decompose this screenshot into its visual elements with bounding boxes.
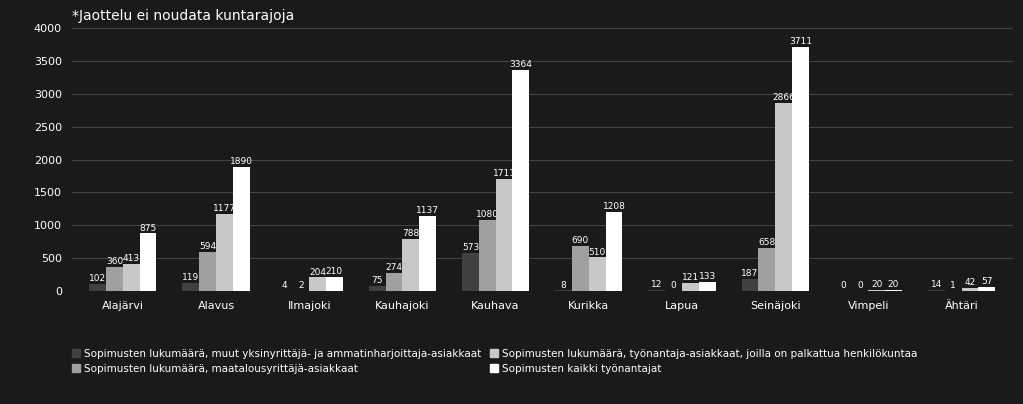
Bar — [775, 103, 792, 291]
Text: 12: 12 — [651, 280, 663, 289]
Text: 1: 1 — [950, 281, 957, 290]
Bar — [216, 214, 233, 291]
Text: 204: 204 — [309, 268, 326, 277]
Bar — [369, 286, 386, 291]
Bar — [572, 246, 589, 291]
Bar — [869, 290, 885, 291]
Text: 1890: 1890 — [230, 157, 253, 166]
Text: 788: 788 — [402, 229, 419, 238]
Bar — [402, 239, 419, 291]
Bar — [495, 179, 513, 291]
Bar — [885, 290, 902, 291]
Bar — [758, 248, 775, 291]
Bar — [649, 290, 665, 291]
Text: 0: 0 — [671, 281, 676, 290]
Text: 573: 573 — [461, 244, 479, 252]
Bar — [419, 216, 436, 291]
Text: 57: 57 — [981, 278, 992, 286]
Text: 3711: 3711 — [789, 38, 812, 46]
Text: 14: 14 — [931, 280, 942, 289]
Bar — [792, 47, 809, 291]
Bar — [589, 257, 606, 291]
Text: 133: 133 — [699, 272, 716, 281]
Bar — [928, 290, 945, 291]
Text: 274: 274 — [386, 263, 402, 272]
Bar — [233, 167, 250, 291]
Text: 875: 875 — [139, 224, 157, 233]
Text: 1080: 1080 — [476, 210, 498, 219]
Bar — [326, 277, 343, 291]
Text: 413: 413 — [123, 254, 140, 263]
Text: 1711: 1711 — [492, 169, 516, 178]
Text: 360: 360 — [105, 257, 123, 267]
Text: 187: 187 — [742, 269, 759, 278]
Text: 121: 121 — [681, 273, 699, 282]
Text: *Jaottelu ei noudata kuntarajoja: *Jaottelu ei noudata kuntarajoja — [72, 9, 294, 23]
Bar — [682, 283, 699, 291]
Text: 1137: 1137 — [416, 206, 439, 215]
Text: 20: 20 — [871, 280, 883, 289]
Bar — [978, 287, 995, 291]
Text: 4: 4 — [281, 281, 286, 290]
Text: 690: 690 — [572, 236, 589, 245]
Text: 2: 2 — [298, 281, 304, 290]
Bar — [309, 278, 326, 291]
Text: 1208: 1208 — [603, 202, 625, 211]
Text: 42: 42 — [965, 278, 976, 287]
Bar — [962, 288, 978, 291]
Text: 119: 119 — [182, 273, 199, 282]
Bar — [462, 253, 479, 291]
Text: 1177: 1177 — [213, 204, 236, 213]
Text: 594: 594 — [199, 242, 216, 251]
Text: 2866: 2866 — [772, 93, 795, 102]
Bar — [199, 252, 216, 291]
Bar — [479, 220, 495, 291]
Legend: Sopimusten lukumäärä, muut yksinyrittäjä- ja ammatinharjoittaja-asiakkaat, Sopim: Sopimusten lukumäärä, muut yksinyrittäjä… — [72, 349, 918, 374]
Text: 3364: 3364 — [509, 60, 532, 69]
Text: 658: 658 — [758, 238, 775, 247]
Text: 0: 0 — [840, 281, 846, 290]
Bar — [386, 273, 402, 291]
Bar — [123, 264, 139, 291]
Bar — [606, 212, 622, 291]
Bar — [182, 283, 199, 291]
Text: 210: 210 — [326, 267, 343, 276]
Text: 102: 102 — [89, 274, 106, 283]
Bar — [106, 267, 123, 291]
Text: 8: 8 — [561, 280, 567, 290]
Bar — [89, 284, 106, 291]
Text: 75: 75 — [371, 276, 383, 285]
Text: 510: 510 — [588, 248, 606, 257]
Bar — [555, 290, 572, 291]
Bar — [513, 70, 529, 291]
Bar — [742, 279, 758, 291]
Bar — [699, 282, 715, 291]
Text: 20: 20 — [888, 280, 899, 289]
Bar — [139, 234, 157, 291]
Text: 0: 0 — [857, 281, 862, 290]
